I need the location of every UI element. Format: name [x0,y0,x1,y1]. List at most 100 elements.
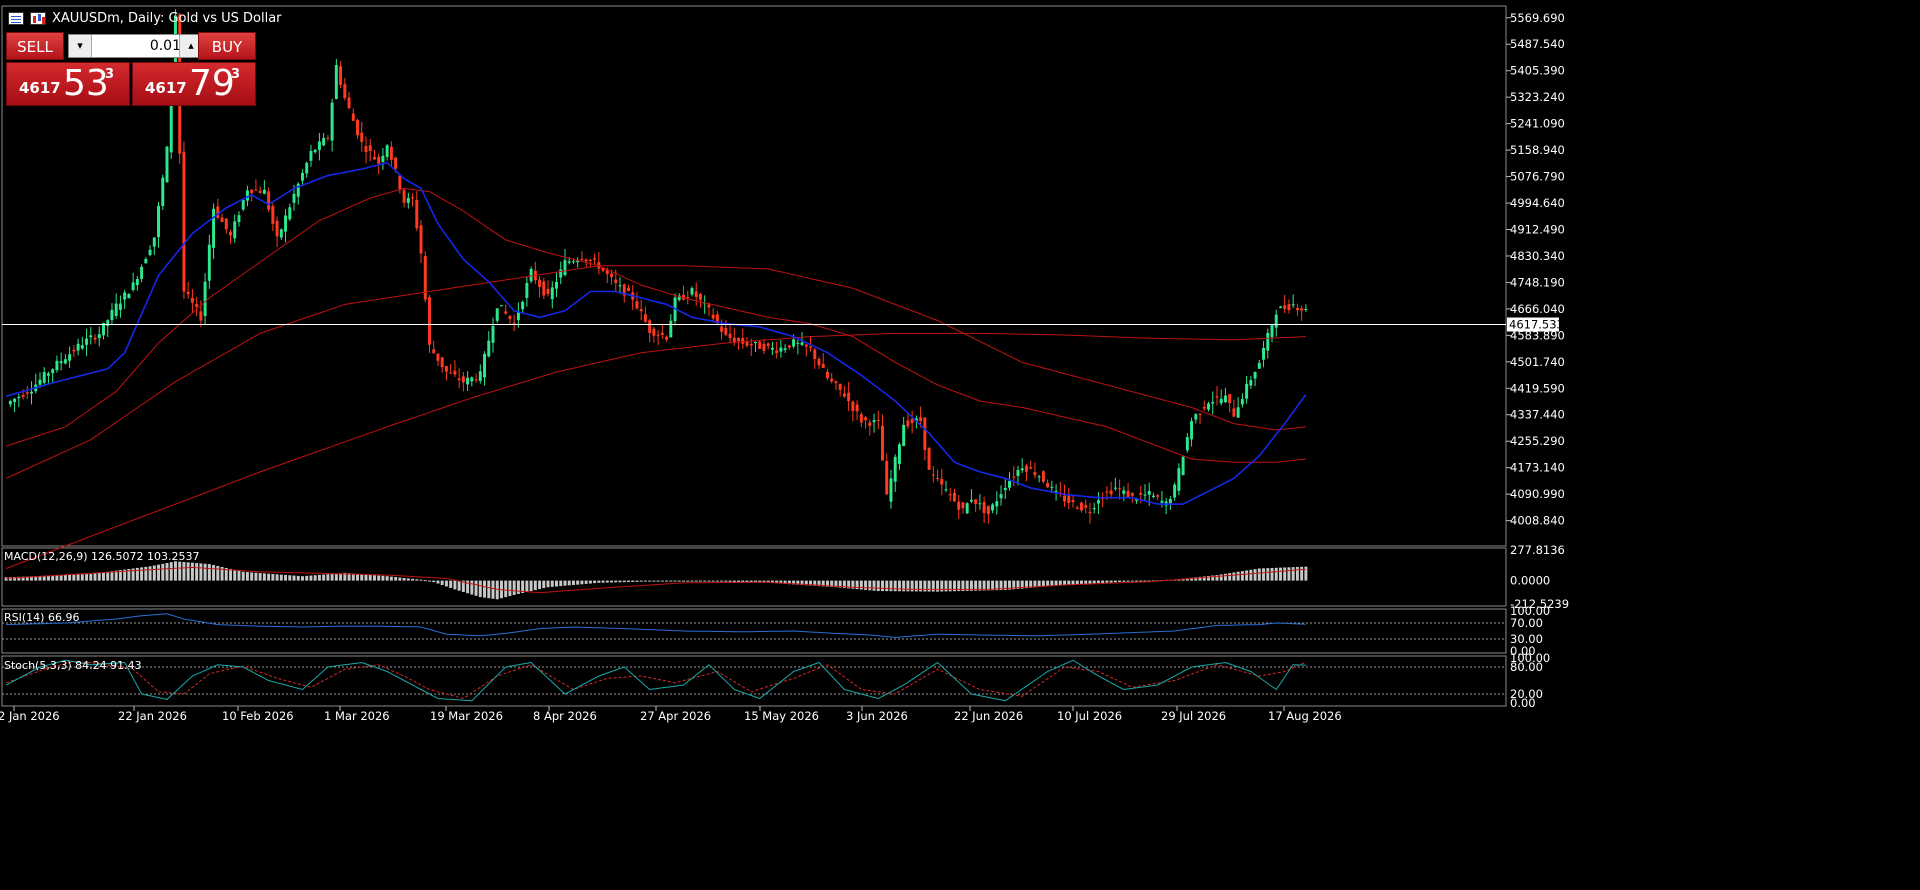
candle-body [102,322,105,336]
macd-histogram-bar [466,580,470,594]
rsi-axis-label: 70.00 [1510,616,1543,630]
candle-body [1236,407,1240,418]
macd-histogram-bar [262,573,266,581]
macd-histogram-bar [745,580,749,583]
macd-histogram-bar [152,565,156,581]
candle-body [89,335,93,338]
candle-body [720,326,724,332]
macd-histogram-bar [1295,566,1299,581]
buy-price-pips: 79 [189,63,235,104]
grid-icon[interactable] [8,11,24,25]
macd-histogram-bar [203,563,207,581]
candle-body [267,191,271,210]
candle-body [317,141,321,150]
macd-histogram-bar [30,576,34,581]
macd-histogram-bar [631,580,635,582]
candle-body [660,332,664,335]
macd-histogram-bar [698,580,702,582]
macd-histogram-bar [1249,569,1253,581]
macd-histogram-bar [665,580,669,582]
price-axis-label: 4583.890 [1510,328,1565,342]
candle-body [614,279,618,284]
chevron-down-icon[interactable]: ▾ [69,35,92,57]
candle-body [605,269,609,275]
macd-histogram-bar [885,580,889,592]
candle-body [1008,480,1012,488]
macd-histogram-bar [89,573,93,581]
candle-body [258,190,262,194]
macd-histogram-bar [1050,580,1054,587]
sell-button[interactable]: SELL [6,32,64,60]
candle-body [1211,402,1215,404]
candle-body [927,448,931,470]
candle-body [106,320,110,326]
candle-body [343,84,347,99]
macd-histogram-bar [944,580,948,592]
candle-body [1295,307,1299,311]
candle-body [1245,383,1249,399]
chart-window-icon[interactable] [30,11,46,25]
candle-body [965,503,969,514]
macd-histogram-bar [720,580,724,582]
chevron-up-icon[interactable]: ▴ [179,35,202,57]
candle-body [478,371,482,381]
buy-button[interactable]: BUY [198,32,256,60]
macd-histogram-bar [1240,571,1244,581]
macd-histogram-bar [1270,567,1274,581]
candle-body [936,477,940,479]
macd-histogram-bar [432,580,436,583]
lot-size-input[interactable] [93,35,185,57]
candle-body [754,341,757,343]
candle-body [1177,468,1181,491]
macd-histogram-bar [982,580,986,591]
macd-histogram-bar [910,580,914,592]
candle-body [991,504,995,511]
candle-body [377,156,381,164]
candle-body [610,273,614,278]
macd-histogram-bar [851,580,855,589]
candle-body [902,424,906,447]
macd-histogram-bar [199,563,203,581]
macd-histogram-bar [279,574,283,581]
macd-histogram-bar [68,574,72,581]
buy-price-button[interactable]: 4617 79 3 [132,62,256,106]
candle-body [1156,495,1160,497]
macd-histogram-bar [1008,580,1012,590]
macd-histogram-bar [97,572,101,581]
macd-histogram-bar [309,575,313,581]
macd-histogram-bar [906,580,910,592]
candle-body [766,343,770,346]
candle-body [686,296,690,298]
sell-price-button[interactable]: 4617 53 3 [6,62,130,106]
candle-body [224,218,228,230]
macd-histogram-bar [292,575,296,581]
candle-body [758,341,762,349]
macd-histogram-bar [389,576,393,581]
macd-histogram-bar [512,580,516,595]
macd-histogram-bar [542,580,546,589]
price-axis-label: 4994.640 [1510,196,1565,210]
date-axis-label: 1 Mar 2026 [324,709,390,723]
date-axis-label: 2 Jan 2026 [0,709,60,723]
candle-body [1113,487,1117,489]
macd-histogram-bar [148,566,152,581]
macd-histogram-bar [864,580,868,590]
macd-histogram-bar [881,580,884,592]
macd-histogram-bar [21,576,25,581]
macd-histogram-bar [1037,580,1041,588]
macd-histogram-bar [46,575,50,581]
candle-body [728,333,732,339]
macd-histogram-bar [601,580,605,583]
candle-body [842,393,846,397]
candle-body [487,340,491,357]
macd-histogram-bar [483,580,487,598]
candle-body [961,502,965,509]
candle-body [419,225,423,254]
candle-body [305,162,309,174]
candle-body [770,347,774,350]
macd-histogram-bar [703,580,707,582]
macd-histogram-bar [1096,580,1100,584]
macd-histogram-bar [563,580,567,586]
